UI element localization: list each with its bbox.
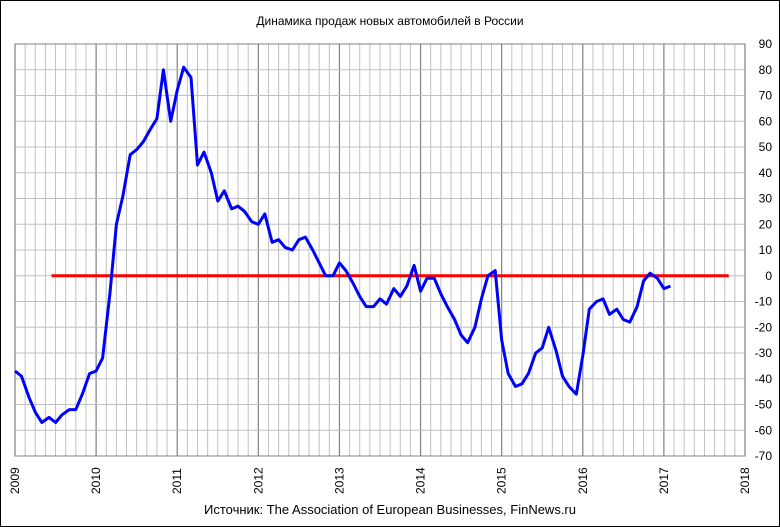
y-axis-ticks: 90 80 70 60 50 40 30 20 10 0 -10 -20 -30 -40 -50 -60 -70 bbox=[755, 37, 773, 463]
y-tick-label: -20 bbox=[755, 320, 773, 334]
y-tick-label: -50 bbox=[755, 398, 773, 412]
x-tick-label: 2013 bbox=[332, 467, 346, 494]
y-tick-label: 90 bbox=[759, 37, 773, 51]
y-tick-label: 50 bbox=[759, 140, 773, 154]
y-tick-label: 0 bbox=[765, 269, 772, 283]
y-tick-label: 40 bbox=[759, 166, 773, 180]
x-tick-label: 2011 bbox=[170, 468, 184, 494]
x-tick-label: 2009 bbox=[8, 467, 22, 494]
chart-source: Источник: The Association of European Bu… bbox=[204, 502, 576, 517]
y-tick-label: 10 bbox=[759, 243, 773, 257]
sales-series-line bbox=[14, 65, 671, 424]
y-tick-label: 30 bbox=[759, 192, 773, 206]
y-tick-label: -40 bbox=[755, 372, 773, 386]
y-tick-label: -10 bbox=[755, 295, 773, 309]
x-tick-label: 2018 bbox=[738, 467, 752, 494]
chart-title: Динамика продаж новых автомобилей в Росс… bbox=[256, 14, 524, 28]
y-tick-label: 60 bbox=[759, 114, 773, 128]
x-tick-label: 2010 bbox=[89, 467, 103, 494]
series-group bbox=[14, 65, 671, 424]
grid bbox=[14, 43, 746, 457]
y-tick-label: -60 bbox=[755, 423, 773, 437]
x-tick-label: 2016 bbox=[576, 467, 590, 494]
x-tick-label: 2015 bbox=[495, 467, 509, 494]
y-tick-label: 20 bbox=[759, 217, 773, 231]
x-tick-label: 2012 bbox=[251, 467, 265, 494]
y-tick-label: 80 bbox=[759, 63, 773, 77]
x-tick-label: 2014 bbox=[414, 467, 428, 494]
y-tick-label: -30 bbox=[755, 346, 773, 360]
y-tick-label: -70 bbox=[755, 449, 773, 463]
plot-border bbox=[14, 43, 746, 457]
x-tick-label: 2017 bbox=[657, 467, 671, 494]
y-tick-label: 70 bbox=[759, 89, 773, 103]
x-axis-ticks: 2009 2010 2011 2012 2013 2014 2015 2016 2017 2018 bbox=[8, 467, 752, 494]
